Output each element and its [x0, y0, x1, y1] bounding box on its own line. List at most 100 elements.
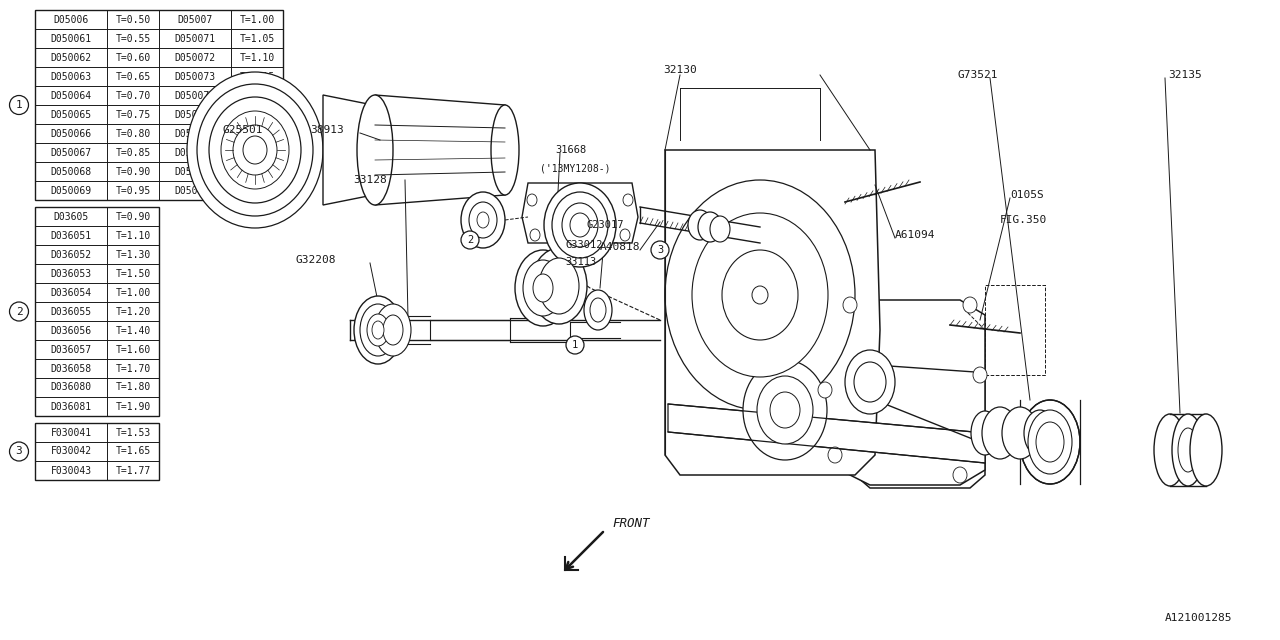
- Text: D036080: D036080: [50, 383, 92, 392]
- Text: D050076: D050076: [174, 129, 215, 138]
- Ellipse shape: [1024, 410, 1056, 456]
- Text: D050074: D050074: [174, 90, 215, 100]
- Ellipse shape: [689, 210, 712, 240]
- Ellipse shape: [1172, 414, 1204, 486]
- Text: T=1.77: T=1.77: [115, 465, 151, 476]
- Text: 32130: 32130: [663, 65, 696, 75]
- Text: D050075: D050075: [174, 109, 215, 120]
- Text: T=0.95: T=0.95: [115, 186, 151, 195]
- Polygon shape: [375, 95, 506, 205]
- Ellipse shape: [515, 250, 571, 326]
- Text: T=1.20: T=1.20: [115, 307, 151, 317]
- Text: T=1.80: T=1.80: [115, 383, 151, 392]
- Ellipse shape: [753, 286, 768, 304]
- Text: T=0.80: T=0.80: [115, 129, 151, 138]
- Text: D036054: D036054: [50, 287, 92, 298]
- Ellipse shape: [539, 258, 579, 314]
- Ellipse shape: [1020, 400, 1080, 484]
- Ellipse shape: [372, 321, 384, 339]
- Ellipse shape: [590, 298, 605, 322]
- Text: 1: 1: [572, 340, 579, 350]
- Text: 0105S: 0105S: [1010, 190, 1043, 200]
- Text: D036058: D036058: [50, 364, 92, 374]
- Text: T=1.70: T=1.70: [115, 364, 151, 374]
- Text: 31668: 31668: [556, 145, 586, 155]
- Ellipse shape: [828, 447, 842, 463]
- Polygon shape: [666, 150, 881, 475]
- Text: T=1.15: T=1.15: [239, 72, 275, 81]
- Ellipse shape: [383, 315, 403, 345]
- Ellipse shape: [963, 297, 977, 313]
- Ellipse shape: [357, 95, 393, 205]
- Text: D05007: D05007: [178, 15, 212, 24]
- Ellipse shape: [698, 212, 722, 242]
- Text: 32135: 32135: [1169, 70, 1202, 80]
- Circle shape: [9, 95, 28, 115]
- Text: D050073: D050073: [174, 72, 215, 81]
- Ellipse shape: [771, 392, 800, 428]
- Ellipse shape: [742, 360, 827, 460]
- Text: T=1.65: T=1.65: [115, 447, 151, 456]
- Text: D050067: D050067: [50, 147, 92, 157]
- Ellipse shape: [623, 194, 634, 206]
- Text: T=1.10: T=1.10: [239, 52, 275, 63]
- Ellipse shape: [854, 362, 886, 402]
- Text: T=0.90: T=0.90: [115, 211, 151, 221]
- Circle shape: [9, 302, 28, 321]
- Text: D050069: D050069: [50, 186, 92, 195]
- Text: D050077: D050077: [174, 147, 215, 157]
- Text: D050066: D050066: [50, 129, 92, 138]
- Text: D050062: D050062: [50, 52, 92, 63]
- Ellipse shape: [562, 203, 598, 247]
- Text: D050061: D050061: [50, 33, 92, 44]
- Ellipse shape: [1028, 410, 1073, 474]
- Text: A61094: A61094: [895, 230, 936, 240]
- Text: T=1.05: T=1.05: [239, 33, 275, 44]
- Ellipse shape: [461, 192, 506, 248]
- Text: D036052: D036052: [50, 250, 92, 259]
- Text: G23017: G23017: [586, 220, 623, 230]
- Ellipse shape: [197, 84, 314, 216]
- Ellipse shape: [1178, 428, 1198, 472]
- Text: T=1.90: T=1.90: [115, 401, 151, 412]
- Ellipse shape: [243, 136, 268, 164]
- Ellipse shape: [492, 105, 518, 195]
- Bar: [35, 10, 283, 200]
- Text: D050079: D050079: [174, 186, 215, 195]
- Ellipse shape: [973, 367, 987, 383]
- Circle shape: [9, 442, 28, 461]
- Ellipse shape: [1190, 414, 1222, 486]
- Text: 2: 2: [467, 235, 474, 245]
- Text: T=0.60: T=0.60: [115, 52, 151, 63]
- Text: T=0.55: T=0.55: [115, 33, 151, 44]
- Ellipse shape: [187, 72, 323, 228]
- Text: F030041: F030041: [50, 428, 92, 438]
- Ellipse shape: [375, 304, 411, 356]
- Text: D036081: D036081: [50, 401, 92, 412]
- Text: D05006: D05006: [54, 15, 88, 24]
- Ellipse shape: [845, 350, 895, 414]
- Text: A40818: A40818: [600, 242, 640, 252]
- Text: FIG.350: FIG.350: [1000, 215, 1047, 225]
- Ellipse shape: [982, 407, 1018, 459]
- Text: F030042: F030042: [50, 447, 92, 456]
- Text: 2: 2: [15, 307, 22, 317]
- Ellipse shape: [233, 125, 276, 175]
- Text: T=1.30: T=1.30: [239, 129, 275, 138]
- Ellipse shape: [666, 180, 855, 410]
- Text: D036057: D036057: [50, 344, 92, 355]
- Ellipse shape: [367, 314, 389, 346]
- Text: G33012: G33012: [564, 240, 603, 250]
- Ellipse shape: [570, 213, 590, 237]
- Text: D050064: D050064: [50, 90, 92, 100]
- Circle shape: [461, 231, 479, 249]
- Text: D036055: D036055: [50, 307, 92, 317]
- Text: T=1.45: T=1.45: [239, 186, 275, 195]
- Bar: [35, 423, 159, 480]
- Text: D050071: D050071: [174, 33, 215, 44]
- Text: G73521: G73521: [957, 70, 998, 80]
- Text: T=0.50: T=0.50: [115, 15, 151, 24]
- Text: T=1.30: T=1.30: [115, 250, 151, 259]
- Text: T=1.25: T=1.25: [239, 109, 275, 120]
- Text: D03605: D03605: [54, 211, 88, 221]
